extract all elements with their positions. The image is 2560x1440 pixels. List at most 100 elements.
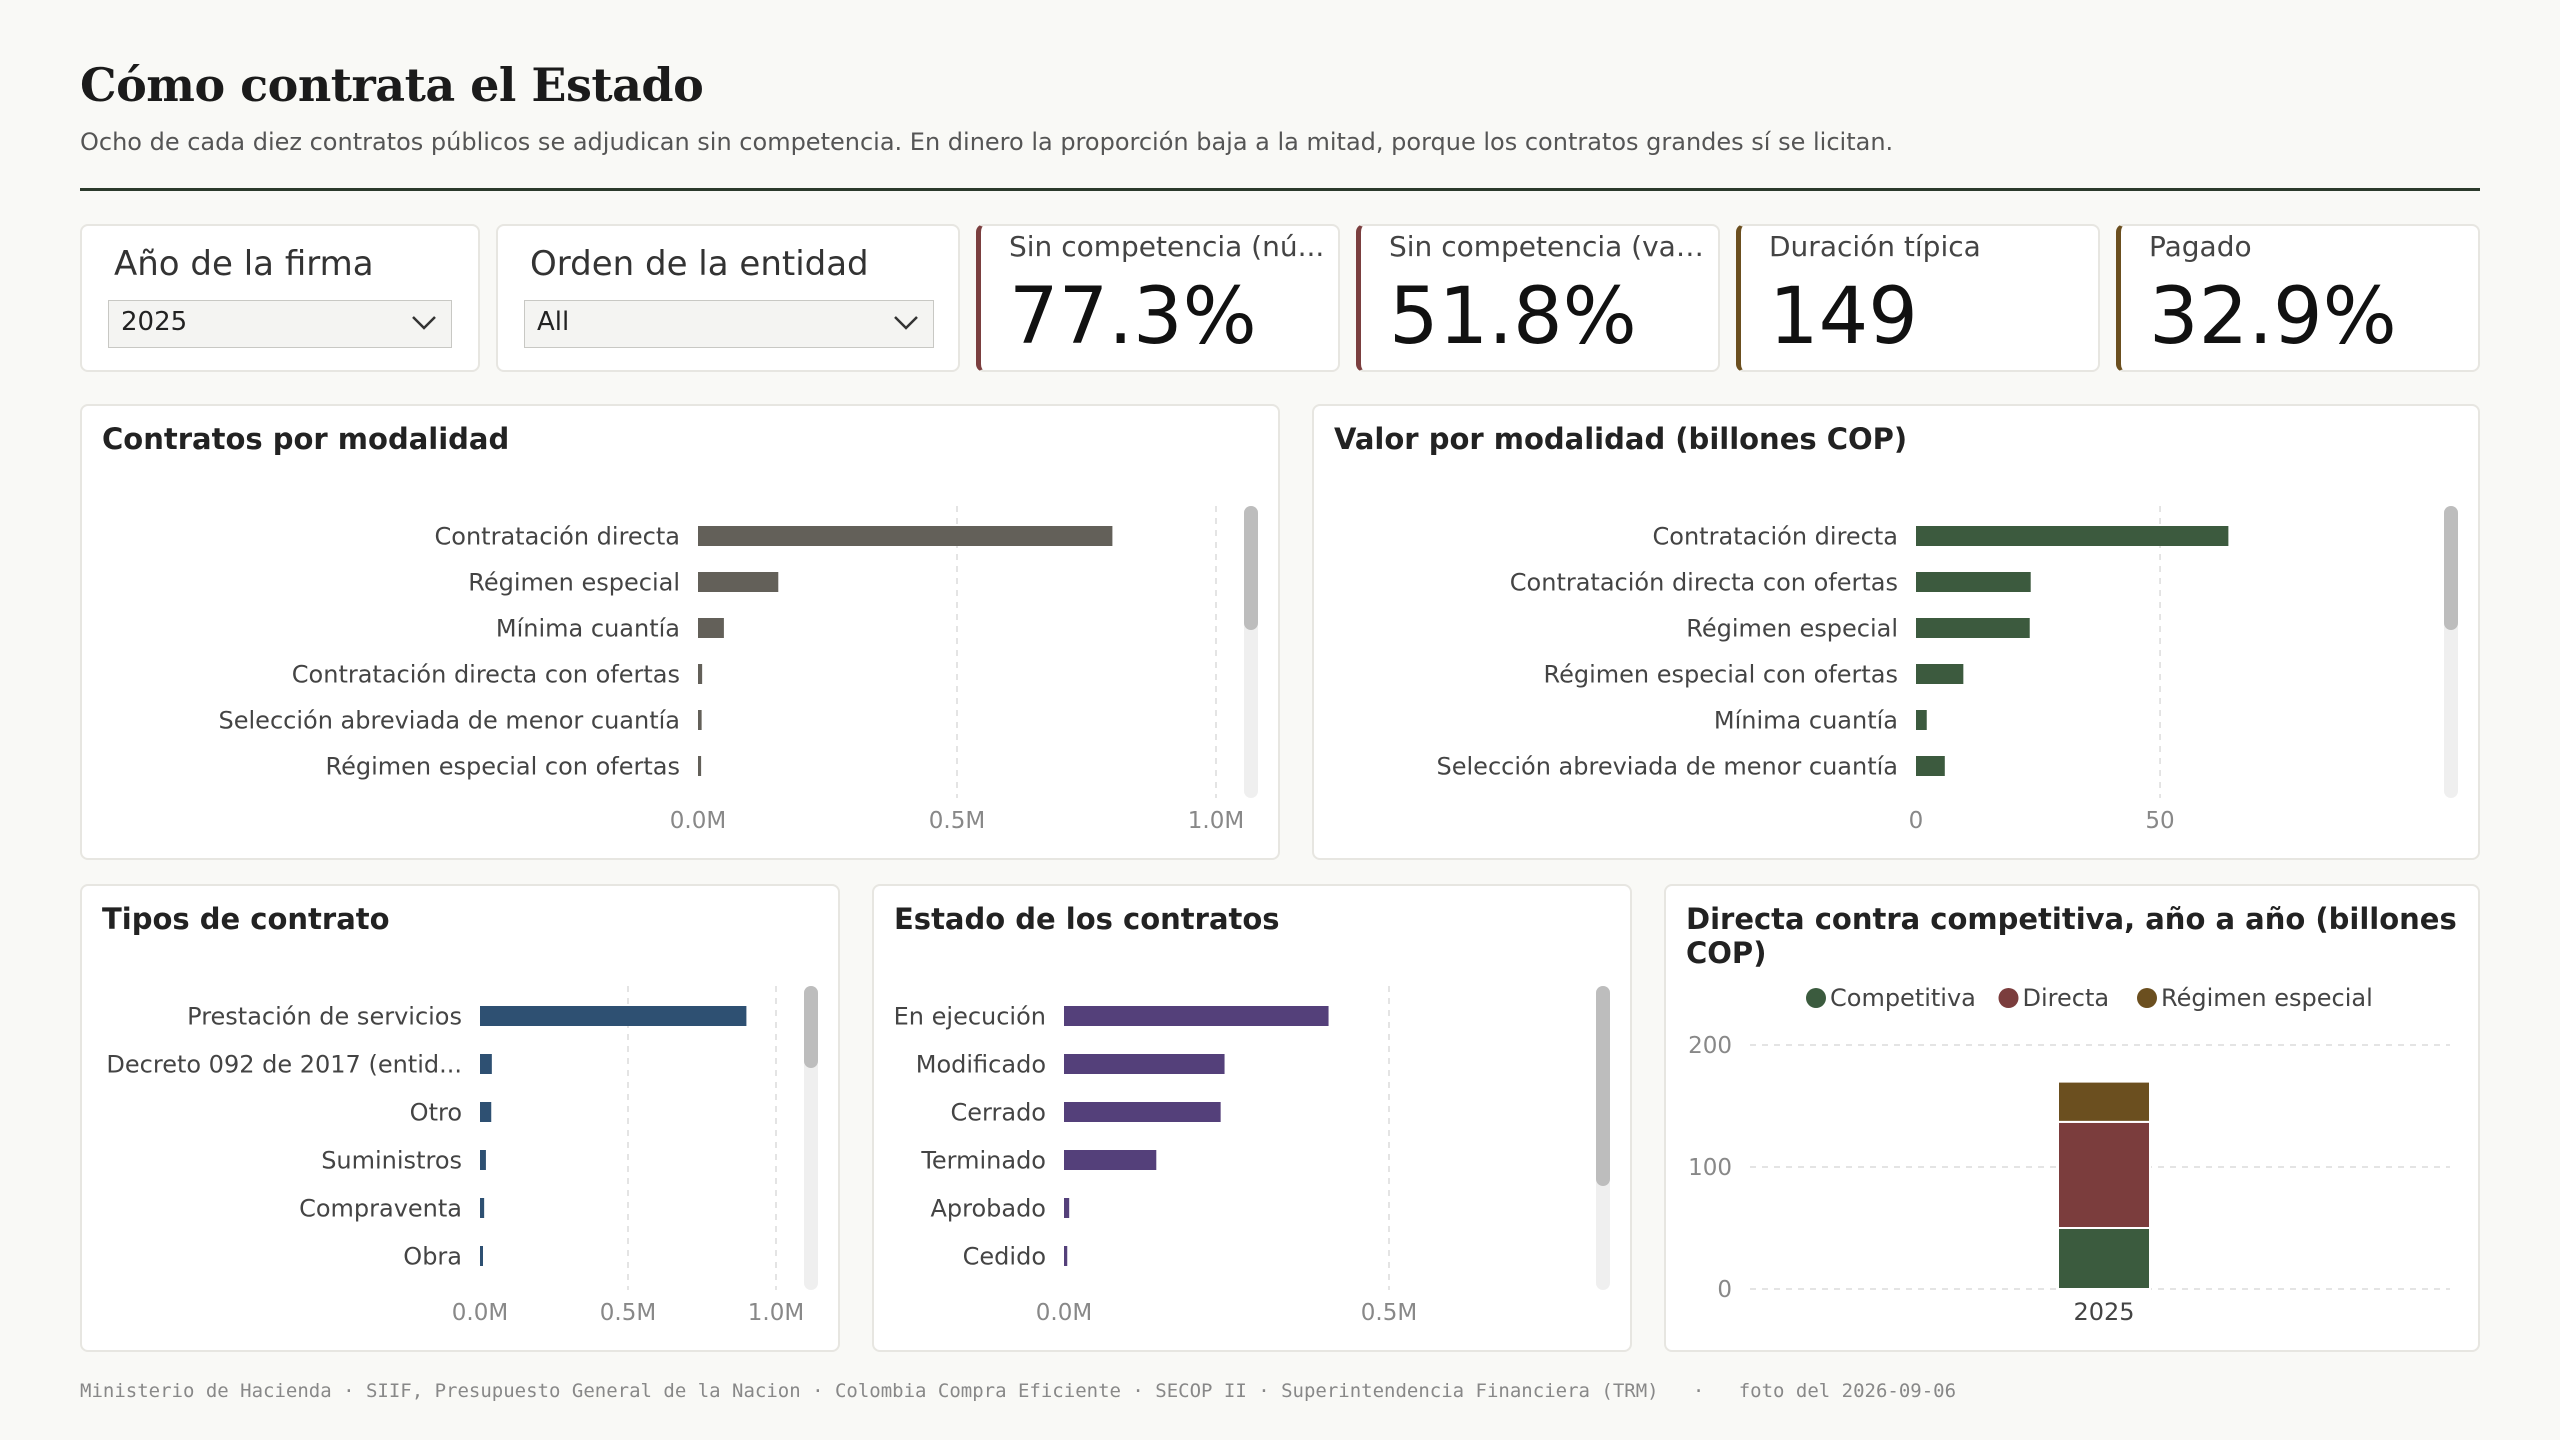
category-label: Cedido bbox=[963, 1242, 1046, 1270]
entity-order-dropdown[interactable]: All bbox=[524, 300, 934, 348]
bar bbox=[480, 1102, 492, 1122]
category-label: Modificado bbox=[916, 1050, 1046, 1078]
category-label: Selección abreviada de menor cuantía bbox=[219, 706, 680, 734]
chart-title: Contratos por modalidad bbox=[102, 422, 510, 456]
legend-swatch bbox=[1998, 988, 2019, 1008]
category-label: Suministros bbox=[321, 1146, 462, 1174]
year-dropdown[interactable]: 2025 bbox=[108, 300, 452, 348]
scrollbar-thumb bbox=[1596, 986, 1610, 1186]
bar bbox=[1064, 1198, 1070, 1218]
page-title: Cómo contrata el Estado bbox=[80, 58, 704, 112]
category-label: Contratación directa bbox=[1653, 522, 1898, 550]
x-tick-label: 0.0M bbox=[1036, 1300, 1092, 1326]
category-label: Mínima cuantía bbox=[496, 614, 680, 642]
kpi-card-duracion-tipica: Duración típica 149 bbox=[1736, 224, 2100, 372]
directa-vs-competitiva-chart: Competitiva Directa Régimen especial 0 100 20… bbox=[1688, 984, 2450, 1326]
kpi-card-pagado: Pagado 32.9% bbox=[2116, 224, 2480, 372]
year-slicer: Año de la firma 2025 bbox=[80, 224, 480, 372]
year-slicer-label: Año de la firma bbox=[114, 244, 374, 284]
bar bbox=[698, 526, 1113, 546]
category-label: Prestación de servicios bbox=[187, 1002, 462, 1030]
stacked-bar-segment bbox=[2057, 1227, 2151, 1290]
bar bbox=[1916, 756, 1945, 776]
chart-title: Directa contra competitiva, año a año (b… bbox=[1686, 902, 2457, 970]
valor-modalidad-chart: 0 50 Contratación directa Contratación dire… bbox=[1437, 506, 2458, 834]
category-label: Régimen especial con ofertas bbox=[326, 752, 681, 780]
chart-card-estado-contratos: Estado de los contratos 0.0M 0.5M En ejecu… bbox=[872, 884, 1632, 1352]
footer-sources: Ministerio de Hacienda · SIIF, Presupues… bbox=[80, 1380, 1956, 1402]
kpi-label: Pagado bbox=[2149, 230, 2252, 263]
chart-card-tipos-contrato: Tipos de contrato 0.0M 0.5M 1.0M Prestación… bbox=[80, 884, 840, 1352]
scrollbar-thumb bbox=[1244, 506, 1258, 630]
category-label: Contratación directa con ofertas bbox=[292, 660, 680, 688]
category-label: Contratación directa con ofertas bbox=[1510, 568, 1898, 596]
category-label: Régimen especial con ofertas bbox=[1544, 660, 1899, 688]
footer-sources-text: Ministerio de Hacienda · SIIF, Presupues… bbox=[80, 1380, 1659, 1402]
bar bbox=[1916, 710, 1927, 730]
bar bbox=[480, 1150, 486, 1170]
x-tick-label: 2025 bbox=[2073, 1298, 2134, 1326]
bar bbox=[1064, 1102, 1221, 1122]
bar bbox=[1916, 618, 2030, 638]
category-label: Obra bbox=[403, 1242, 462, 1270]
x-tick-label: 1.0M bbox=[1188, 808, 1244, 834]
category-label: Selección abreviada de menor cuantía bbox=[1437, 752, 1898, 780]
kpi-label: Sin competencia (nú... bbox=[1009, 230, 1325, 263]
x-tick-label: 50 bbox=[2145, 808, 2174, 834]
contratos-modalidad-chart: 0.0M 0.5M 1.0M Contratación directa Régimen … bbox=[219, 506, 1258, 834]
kpi-label: Sin competencia (val... bbox=[1389, 230, 1709, 263]
kpi-card-sin-competencia-valor: Sin competencia (val... 51.8% bbox=[1356, 224, 1720, 372]
bar bbox=[1064, 1150, 1157, 1170]
category-label: Terminado bbox=[920, 1146, 1046, 1174]
kpi-value: 51.8% bbox=[1389, 272, 1637, 362]
category-label: En ejecución bbox=[894, 1002, 1046, 1030]
bar bbox=[1064, 1054, 1225, 1074]
kpi-value: 77.3% bbox=[1009, 272, 1257, 362]
chart-card-directa-vs-competitiva: Directa contra competitiva, año a año (b… bbox=[1664, 884, 2480, 1352]
category-label: Régimen especial bbox=[1686, 614, 1898, 642]
y-tick-label: 100 bbox=[1688, 1155, 1732, 1181]
legend-label: Competitiva bbox=[1830, 984, 1976, 1012]
kpi-value: 149 bbox=[1769, 272, 1918, 362]
category-label: Régimen especial bbox=[468, 568, 680, 596]
entity-order-slicer-label: Orden de la entidad bbox=[530, 244, 869, 284]
y-tick-label: 200 bbox=[1688, 1033, 1732, 1059]
bar bbox=[480, 1054, 492, 1074]
x-tick-label: 0.5M bbox=[600, 1300, 656, 1326]
bar bbox=[698, 756, 702, 776]
scrollbar-thumb bbox=[2444, 506, 2458, 630]
legend-swatch bbox=[1806, 988, 1826, 1008]
tipos-contrato-chart: 0.0M 0.5M 1.0M Prestación de servicios Decre… bbox=[106, 986, 818, 1326]
x-tick-label: 0.5M bbox=[929, 808, 985, 834]
bar bbox=[480, 1198, 485, 1218]
bar bbox=[1064, 1006, 1329, 1026]
x-tick-label: 0.0M bbox=[452, 1300, 508, 1326]
category-label: Contratación directa bbox=[435, 522, 680, 550]
kpi-label: Duración típica bbox=[1769, 230, 1981, 263]
bar bbox=[698, 572, 779, 592]
category-label: Aprobado bbox=[930, 1194, 1046, 1222]
category-label: Otro bbox=[410, 1098, 462, 1126]
stacked-bar-segment bbox=[2057, 1080, 2151, 1123]
kpi-card-sin-competencia-numero: Sin competencia (nú... 77.3% bbox=[976, 224, 1340, 372]
legend-swatch bbox=[2137, 988, 2157, 1008]
legend-label: Régimen especial bbox=[2161, 984, 2373, 1012]
legend-label: Directa bbox=[2023, 984, 2110, 1012]
estado-contratos-chart: 0.0M 0.5M En ejecución Modificado Cerrado Ter… bbox=[894, 986, 1610, 1326]
x-tick-label: 0.0M bbox=[670, 808, 726, 834]
footer-snapshot: foto del 2026-09-06 bbox=[1738, 1380, 1957, 1402]
chevron-down-icon bbox=[894, 316, 918, 330]
bar bbox=[1916, 526, 2229, 546]
bar bbox=[698, 664, 703, 684]
bar bbox=[1916, 572, 2031, 592]
chevron-down-icon bbox=[412, 316, 436, 330]
year-dropdown-value: 2025 bbox=[121, 307, 188, 337]
x-tick-label: 0 bbox=[1909, 808, 1924, 834]
stacked-bar-segment bbox=[2057, 1120, 2151, 1229]
category-label: Mínima cuantía bbox=[1714, 706, 1898, 734]
y-tick-label: 0 bbox=[1717, 1277, 1732, 1303]
entity-order-slicer: Orden de la entidad All bbox=[496, 224, 960, 372]
chart-card-contratos-modalidad: Contratos por modalidad 0.0M 0.5M 1.0M Cont… bbox=[80, 404, 1280, 860]
chart-title: Tipos de contrato bbox=[102, 902, 390, 936]
